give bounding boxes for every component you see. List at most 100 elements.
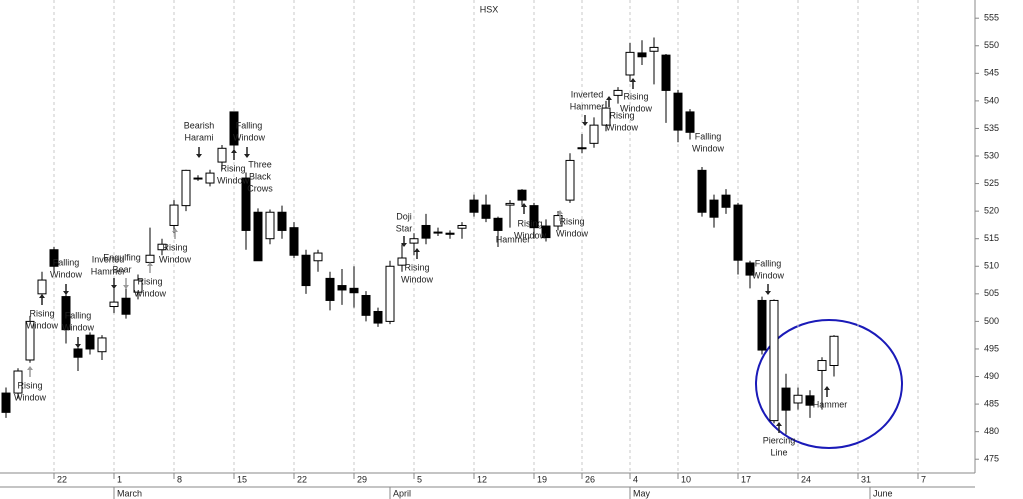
annotation-text: Hammer xyxy=(570,101,605,111)
annotation-text: Bearish xyxy=(184,120,215,130)
annotation-arrowhead xyxy=(521,203,527,207)
candle-body xyxy=(229,111,239,146)
annotation-text: Window xyxy=(26,320,59,330)
annotation-text: Rising xyxy=(559,216,584,226)
candle-body xyxy=(385,265,395,322)
candle-body xyxy=(805,395,815,406)
candle-body xyxy=(241,177,251,231)
annotation-text: Rising xyxy=(17,380,42,390)
annotation-text: Three xyxy=(248,159,272,169)
annotation-text: Rising xyxy=(29,308,54,318)
annotation-arrowhead xyxy=(765,291,771,295)
annotation-text: Star xyxy=(396,223,413,233)
annotation-text: Window xyxy=(217,175,250,185)
y-tick-label: 495 xyxy=(984,343,999,353)
annotation-text: Rising xyxy=(517,218,542,228)
y-tick-label: 480 xyxy=(984,426,999,436)
annotation-text: Inverted xyxy=(571,89,604,99)
candle-body xyxy=(205,172,215,184)
y-tick-label: 505 xyxy=(984,288,999,298)
annotation-text: Hammer xyxy=(496,234,531,244)
x-tick-label: 17 xyxy=(741,474,751,484)
candle-body xyxy=(553,215,563,227)
candle-body xyxy=(493,217,503,231)
annotation-text: Hammer xyxy=(91,266,126,276)
candle-body xyxy=(181,169,191,207)
y-tick-label: 475 xyxy=(984,454,999,464)
y-tick-label: 535 xyxy=(984,123,999,133)
annotation-text: Inverted xyxy=(92,254,125,264)
annotation-arrowhead xyxy=(63,291,69,295)
annotation-text: Window xyxy=(692,143,725,153)
candle-body xyxy=(25,320,35,361)
candle-body xyxy=(745,262,755,276)
candle-body xyxy=(49,249,59,267)
candle-body xyxy=(145,254,155,263)
candle-body xyxy=(157,243,167,251)
y-tick-label: 515 xyxy=(984,233,999,243)
annotation-text: Piercing xyxy=(763,435,796,445)
annotation-text: Rising xyxy=(609,110,634,120)
annotation-arrowhead xyxy=(401,243,407,247)
x-tick-label: 19 xyxy=(537,474,547,484)
candle-body xyxy=(685,111,695,133)
annotation-text: Engulfing xyxy=(103,252,141,262)
annotation-arrowhead xyxy=(123,285,129,289)
annotation-text: Window xyxy=(14,392,47,402)
annotation-arrowhead xyxy=(824,386,830,390)
candle-body xyxy=(373,310,383,324)
annotation-arrowhead xyxy=(582,122,588,126)
annotation-text: Window xyxy=(606,122,639,132)
candle-body xyxy=(697,169,707,213)
candle-body xyxy=(517,189,527,201)
candle-body xyxy=(301,254,311,287)
candle-body xyxy=(325,277,335,301)
annotation-arrowhead xyxy=(147,262,153,266)
x-tick-label: 26 xyxy=(585,474,595,484)
annotation-text: Falling xyxy=(53,257,80,267)
y-tick-label: 555 xyxy=(984,13,999,23)
candle-body xyxy=(793,394,803,404)
candle-body xyxy=(577,147,587,150)
month-label: May xyxy=(633,488,651,498)
annotation-text: Harami xyxy=(184,132,213,142)
candle-body xyxy=(73,348,83,358)
annotation-text: Window xyxy=(556,228,589,238)
annotation-text: Window xyxy=(620,103,653,113)
candle-body xyxy=(649,46,659,52)
annotation-text: Black xyxy=(249,171,272,181)
candle-body xyxy=(121,297,131,315)
annotation-text: Rising xyxy=(137,276,162,286)
candle-body xyxy=(781,387,791,411)
x-tick-label: 10 xyxy=(681,474,691,484)
annotation-arrowhead xyxy=(244,154,250,158)
annotation-text: Hammer xyxy=(813,399,848,409)
candle-body xyxy=(397,257,407,266)
candle-body xyxy=(661,54,671,91)
annotation-arrowhead xyxy=(606,96,612,100)
candle-body xyxy=(217,147,227,163)
annotation-arrowhead xyxy=(111,285,117,289)
y-tick-label: 525 xyxy=(984,178,999,188)
candle-body xyxy=(541,225,551,239)
annotation-text: Window xyxy=(233,132,266,142)
month-label: March xyxy=(117,488,142,498)
annotation-text: Window xyxy=(159,254,192,264)
candle-body xyxy=(613,89,623,96)
x-tick-label: 31 xyxy=(861,474,871,484)
candle-body xyxy=(757,299,767,351)
x-tick-label: 22 xyxy=(57,474,67,484)
annotation-arrowhead xyxy=(630,78,636,82)
annotation-text: Window xyxy=(62,322,95,332)
chart-title: HSX xyxy=(480,4,499,14)
annotation-text: Falling xyxy=(236,120,263,130)
candle-body xyxy=(265,211,275,240)
candle-body xyxy=(769,299,779,422)
candle-body xyxy=(133,279,143,293)
candle-body xyxy=(469,199,479,213)
annotation-text: Falling xyxy=(695,131,722,141)
x-tick-label: 12 xyxy=(477,474,487,484)
y-tick-label: 510 xyxy=(984,261,999,271)
